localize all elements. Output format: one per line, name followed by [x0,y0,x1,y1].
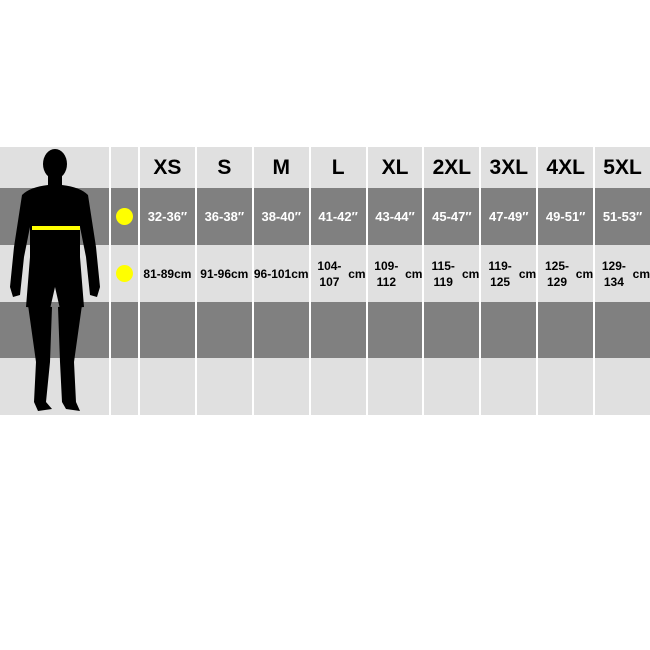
empty-cell [481,302,537,358]
size-header: XL [367,147,423,188]
size-header: XS [140,147,195,188]
size-header: 3XL [481,147,537,188]
size-header: 4XL [538,147,594,188]
figure-cell [0,245,109,302]
chest-inches: 47-49″ [481,188,537,245]
empty-cell [481,358,537,415]
yellow-dot-icon [116,265,133,282]
chest-inches: 41-42″ [310,188,366,245]
size-header: L [310,147,366,188]
chest-inches: 43-44″ [367,188,423,245]
size-chart-table: XS S M L XL 2XL 3XL 4XL 5XL 32-36″ 36-38″ 38-40″ 41-… [0,147,650,415]
cm-value: 91-96 [200,266,231,281]
empty-cell [424,302,480,358]
size-header: 2XL [424,147,480,188]
size-header: 5XL [595,147,650,188]
chest-inches: 36-38″ [196,188,252,245]
chest-cm: 125-129 cm [538,245,594,302]
chest-cm: 81-89 cm [140,245,195,302]
cm-unit: cm [632,266,650,281]
empty-cell [310,302,366,358]
cm-unit: cm [518,266,537,281]
cm-unit: cm [348,266,366,281]
empty-cell [595,358,650,415]
figure-cell [0,358,109,415]
cm-unit: cm [231,266,249,281]
empty-cell [538,302,594,358]
cm-value: 125-129 [544,258,569,289]
chest-cm: 91-96 cm [196,245,252,302]
cm-unit: cm [291,266,309,281]
empty-cell [538,358,594,415]
chest-inches: 45-47″ [424,188,480,245]
empty-cell [310,358,366,415]
marker-cell [111,245,138,302]
figure-cell [0,188,109,245]
marker-cell [111,147,138,188]
marker-cell [111,358,138,415]
chest-inches: 51-53″ [595,188,650,245]
chest-cm: 119-125 cm [481,245,537,302]
empty-cell [367,358,423,415]
chest-cm: 129-134 cm [595,245,650,302]
cm-value: 96-101 [253,266,292,281]
chest-cm: 115-119 cm [424,245,480,302]
marker-cell [111,302,138,358]
empty-cell [196,302,252,358]
cm-value: 104-107 [317,258,342,289]
chest-inches: 49-51″ [538,188,594,245]
cm-unit: cm [405,266,423,281]
empty-cell [253,302,309,358]
empty-cell [140,358,195,415]
empty-cell [140,302,195,358]
cm-value: 119-125 [488,258,512,289]
figure-cell [0,302,109,358]
empty-cell [253,358,309,415]
cm-value: 81-89 [143,266,175,281]
marker-cell [111,188,138,245]
empty-cell [424,358,480,415]
cm-unit: cm [174,266,192,281]
yellow-dot-icon [116,208,133,225]
empty-cell [196,358,252,415]
cm-value: 109-112 [374,258,399,289]
size-header: M [253,147,309,188]
figure-cell [0,147,109,188]
cm-unit: cm [575,266,594,281]
chest-cm: 104-107 cm [310,245,366,302]
cm-value: 129-134 [601,258,626,289]
empty-cell [595,302,650,358]
cm-unit: cm [461,266,480,281]
empty-cell [367,302,423,358]
size-header: S [196,147,252,188]
chest-cm: 96-101 cm [253,245,309,302]
chest-inches: 38-40″ [253,188,309,245]
cm-value: 115-119 [431,258,455,289]
chest-cm: 109-112 cm [367,245,423,302]
chest-inches: 32-36″ [140,188,195,245]
